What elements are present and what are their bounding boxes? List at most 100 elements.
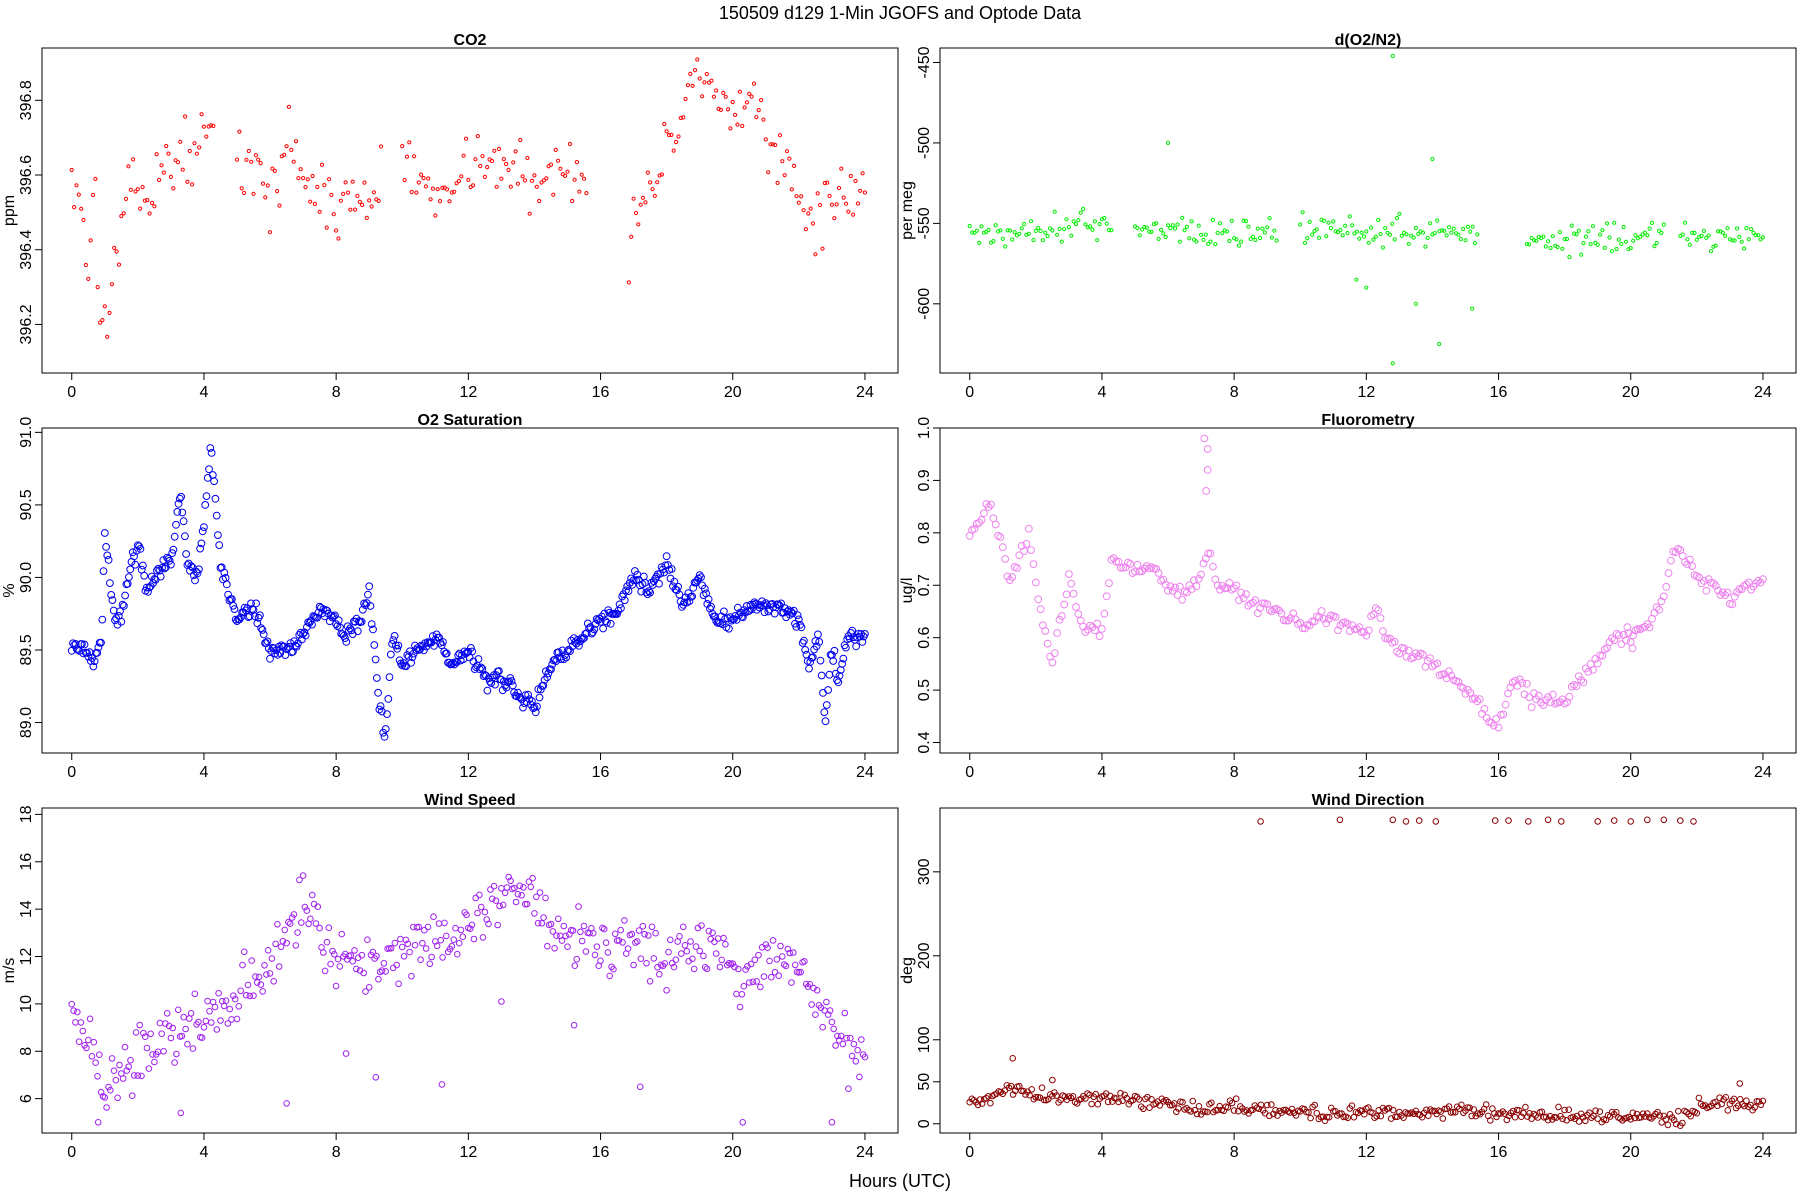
- data-point: [187, 562, 196, 570]
- data-point: [1652, 603, 1661, 612]
- data-point: [1126, 560, 1135, 568]
- data-point: [534, 184, 539, 189]
- data-point: [747, 91, 752, 97]
- x-axis: 0 4 8 12 16 20 24: [67, 753, 874, 781]
- data-point: [1638, 234, 1643, 239]
- y-tick-label: 0.4: [916, 731, 933, 753]
- data-point: [549, 928, 557, 935]
- data-point: [435, 187, 440, 192]
- data-point: [192, 141, 197, 146]
- data-point: [1183, 1104, 1190, 1112]
- outlier-point: [1628, 644, 1637, 653]
- data-point: [159, 163, 164, 168]
- outlier-point: [1202, 487, 1210, 495]
- data-point: [426, 960, 434, 968]
- data-point: [1038, 228, 1043, 234]
- data-point: [336, 963, 344, 970]
- outlier-point: [1165, 140, 1171, 145]
- data-point: [773, 956, 781, 963]
- outlier-point: [177, 1109, 185, 1117]
- x-tick-label: 20: [724, 764, 742, 781]
- data-point: [350, 179, 355, 184]
- data-point: [797, 623, 806, 632]
- data-point: [1631, 238, 1636, 243]
- data-point: [369, 625, 377, 634]
- data-point: [406, 948, 413, 956]
- data-point: [1049, 1092, 1056, 1100]
- data-point: [1225, 229, 1230, 234]
- data-point: [390, 632, 399, 640]
- data-point: [283, 644, 292, 652]
- data-point: [165, 1022, 173, 1030]
- data-point: [1268, 1101, 1275, 1108]
- data-point: [72, 1019, 79, 1026]
- data-point: [672, 586, 681, 595]
- data-point: [181, 532, 189, 541]
- data-point: [1373, 234, 1378, 239]
- data-point: [768, 142, 773, 147]
- data-point: [1522, 1103, 1529, 1111]
- data-point: [1199, 232, 1204, 237]
- data-point: [496, 902, 503, 910]
- outlier-point: [1203, 445, 1212, 453]
- data-point: [1526, 1110, 1533, 1117]
- outlier-point: [1413, 301, 1419, 306]
- data-point: [1195, 1103, 1203, 1110]
- data-point: [400, 953, 408, 960]
- data-point: [1047, 1091, 1054, 1098]
- data-point: [1600, 228, 1605, 233]
- data-point: [175, 494, 184, 503]
- data-point: [105, 334, 110, 339]
- data-point: [440, 185, 445, 190]
- data-point: [975, 518, 984, 527]
- data-point: [812, 1011, 819, 1019]
- data-point: [599, 624, 607, 633]
- data-point: [433, 213, 438, 218]
- data-point: [674, 582, 682, 591]
- data-point: [766, 957, 773, 965]
- data-point: [1146, 1104, 1153, 1111]
- data-point: [72, 205, 77, 210]
- data-point: [799, 194, 804, 199]
- data-point: [178, 508, 187, 517]
- data-point: [983, 1094, 990, 1102]
- data-point: [404, 940, 412, 948]
- data-point: [132, 1029, 140, 1036]
- data-point: [378, 967, 386, 974]
- data-point: [338, 930, 346, 938]
- x-tick-label: 24: [856, 764, 874, 781]
- data-point: [1030, 1095, 1038, 1103]
- data-point: [1670, 1116, 1678, 1124]
- data-point: [615, 937, 623, 944]
- data-point: [1274, 238, 1279, 243]
- data-point: [1387, 232, 1393, 237]
- data-point: [149, 1051, 156, 1058]
- data-point: [313, 613, 322, 622]
- data-point: [645, 587, 653, 595]
- data-point: [407, 140, 412, 145]
- data-point: [1116, 563, 1125, 572]
- data-point: [1682, 220, 1688, 225]
- data-point: [1109, 228, 1114, 233]
- data-point: [1282, 616, 1290, 625]
- data-point: [1331, 613, 1340, 621]
- data-point: [157, 177, 162, 182]
- x-tick-label: 4: [1097, 1144, 1106, 1161]
- data-point: [252, 599, 261, 608]
- data-point: [1583, 234, 1589, 239]
- data-point: [1308, 617, 1316, 626]
- data-point: [439, 954, 446, 961]
- data-point: [97, 1088, 105, 1096]
- data-point: [423, 638, 432, 647]
- data-point: [852, 642, 860, 651]
- data-point: [1182, 228, 1187, 233]
- data-point: [362, 988, 369, 995]
- data-point: [145, 1065, 153, 1072]
- data-point: [1589, 666, 1597, 674]
- outlier-point: [1491, 817, 1499, 824]
- data-point: [577, 634, 586, 643]
- data-point: [1321, 1117, 1329, 1124]
- data-point: [579, 172, 584, 177]
- data-point: [348, 207, 353, 212]
